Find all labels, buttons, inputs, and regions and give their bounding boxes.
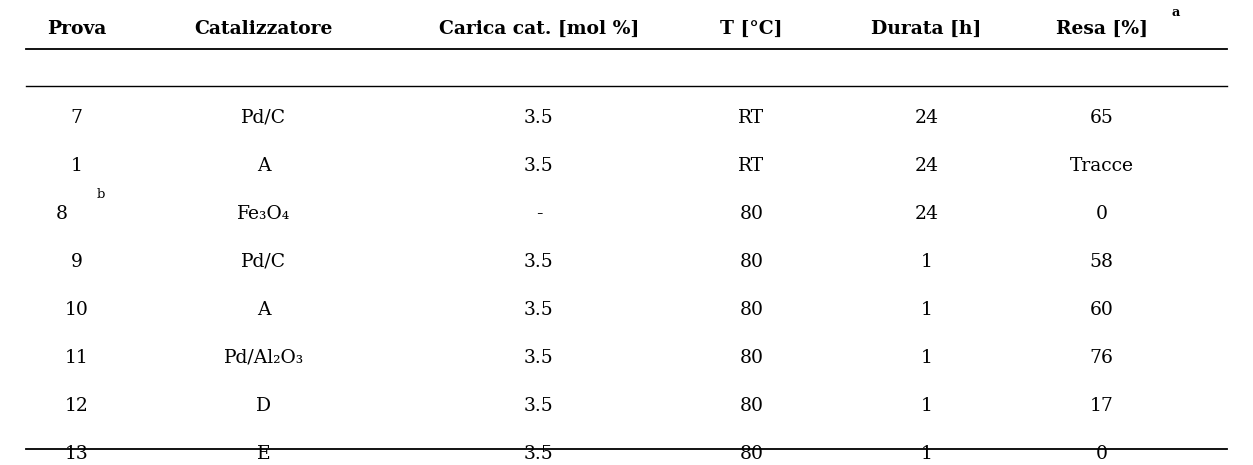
Text: -: - <box>536 205 543 223</box>
Text: RT: RT <box>738 157 764 175</box>
Text: 1: 1 <box>921 445 932 463</box>
Text: 3.5: 3.5 <box>524 445 554 463</box>
Text: 24: 24 <box>915 205 938 223</box>
Text: E: E <box>257 445 271 463</box>
Text: 17: 17 <box>1090 397 1114 415</box>
Text: Resa [%]: Resa [%] <box>1055 20 1148 38</box>
Text: 8: 8 <box>55 205 68 223</box>
Text: A: A <box>257 157 271 175</box>
Text: Durata [h]: Durata [h] <box>871 20 982 38</box>
Text: 12: 12 <box>64 397 89 415</box>
Text: Catalizzatore: Catalizzatore <box>194 20 333 38</box>
Text: 0: 0 <box>1095 205 1108 223</box>
Text: b: b <box>96 188 105 201</box>
Text: 24: 24 <box>915 109 938 127</box>
Text: 80: 80 <box>739 445 763 463</box>
Text: 76: 76 <box>1090 349 1114 367</box>
Text: 60: 60 <box>1090 301 1114 319</box>
Text: 80: 80 <box>739 205 763 223</box>
Text: T [°C]: T [°C] <box>720 20 783 38</box>
Text: 13: 13 <box>64 445 88 463</box>
Text: 1: 1 <box>921 301 932 319</box>
Text: 80: 80 <box>739 349 763 367</box>
Text: 3.5: 3.5 <box>524 157 554 175</box>
Text: 24: 24 <box>915 157 938 175</box>
Text: RT: RT <box>738 109 764 127</box>
Text: 80: 80 <box>739 301 763 319</box>
Text: 1: 1 <box>70 157 83 175</box>
Text: 3.5: 3.5 <box>524 301 554 319</box>
Text: 58: 58 <box>1090 253 1114 271</box>
Text: Prova: Prova <box>46 20 107 38</box>
Text: 0: 0 <box>1095 445 1108 463</box>
Text: Pd/C: Pd/C <box>242 109 287 127</box>
Text: 80: 80 <box>739 253 763 271</box>
Text: Pd/Al₂O₃: Pd/Al₂O₃ <box>224 349 304 367</box>
Text: Tracce: Tracce <box>1070 157 1134 175</box>
Text: 3.5: 3.5 <box>524 397 554 415</box>
Text: 1: 1 <box>921 397 932 415</box>
Text: Pd/C: Pd/C <box>242 253 287 271</box>
Text: 11: 11 <box>64 349 88 367</box>
Text: Carica cat. [mol %]: Carica cat. [mol %] <box>439 20 639 38</box>
Text: 10: 10 <box>64 301 89 319</box>
Text: D: D <box>257 397 272 415</box>
Text: 80: 80 <box>739 397 763 415</box>
Text: 7: 7 <box>70 109 83 127</box>
Text: 9: 9 <box>70 253 83 271</box>
Text: 3.5: 3.5 <box>524 109 554 127</box>
Text: 3.5: 3.5 <box>524 349 554 367</box>
Text: A: A <box>257 301 271 319</box>
Text: 1: 1 <box>921 253 932 271</box>
Text: 1: 1 <box>921 349 932 367</box>
Text: a: a <box>1172 6 1180 19</box>
Text: Fe₃O₄: Fe₃O₄ <box>237 205 291 223</box>
Text: 65: 65 <box>1090 109 1114 127</box>
Text: 3.5: 3.5 <box>524 253 554 271</box>
